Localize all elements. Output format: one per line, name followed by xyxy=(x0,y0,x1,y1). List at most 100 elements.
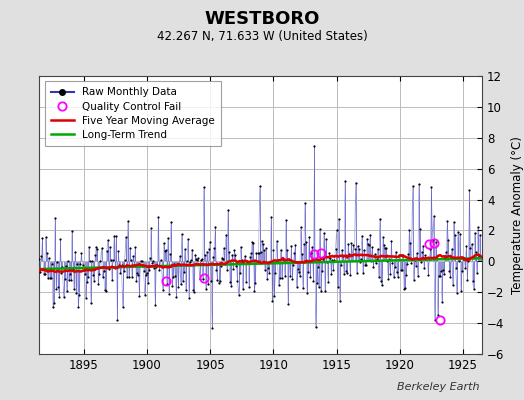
Point xyxy=(476,231,484,238)
Point xyxy=(455,258,463,264)
Point xyxy=(346,272,355,278)
Point xyxy=(282,217,290,223)
Point xyxy=(141,272,150,278)
Point xyxy=(339,253,347,259)
Point xyxy=(206,238,214,245)
Point xyxy=(81,271,89,277)
Point xyxy=(125,274,133,280)
Point xyxy=(402,271,410,278)
Point xyxy=(300,241,308,247)
Point xyxy=(344,241,352,248)
Point xyxy=(391,249,400,255)
Point xyxy=(449,282,457,289)
Point xyxy=(243,258,251,264)
Point xyxy=(210,245,219,252)
Point xyxy=(224,207,232,213)
Point xyxy=(423,254,431,261)
Point xyxy=(365,242,374,248)
Point xyxy=(201,252,209,259)
Point xyxy=(183,258,191,264)
Point xyxy=(236,244,245,250)
Point xyxy=(319,256,327,263)
Point xyxy=(213,277,222,283)
Point xyxy=(359,270,367,276)
Point xyxy=(168,282,176,289)
Point xyxy=(382,245,390,251)
Point xyxy=(386,271,395,277)
Point xyxy=(417,259,425,265)
Point xyxy=(244,260,252,266)
Point xyxy=(463,277,472,283)
Point xyxy=(307,250,315,257)
Point xyxy=(61,263,70,269)
Point xyxy=(379,234,387,240)
Point xyxy=(198,256,206,262)
Point xyxy=(357,256,365,262)
Point xyxy=(177,281,185,287)
Point xyxy=(294,269,303,276)
Point xyxy=(456,231,464,237)
Point xyxy=(419,243,427,249)
Point xyxy=(426,246,434,253)
Point xyxy=(253,250,261,256)
Point xyxy=(327,271,335,277)
Point xyxy=(163,234,172,241)
Point xyxy=(407,260,416,266)
Point xyxy=(110,233,118,240)
Point xyxy=(77,250,85,256)
Point xyxy=(413,273,422,280)
Point xyxy=(147,225,155,232)
Point xyxy=(370,251,379,258)
Point xyxy=(208,324,216,331)
Point xyxy=(270,292,279,299)
Point xyxy=(252,250,260,256)
Point xyxy=(323,259,331,265)
Point xyxy=(62,288,71,295)
Point xyxy=(263,276,271,282)
Point xyxy=(446,274,455,280)
Point xyxy=(134,271,143,278)
Point xyxy=(326,255,334,261)
Point xyxy=(315,226,324,233)
Point xyxy=(251,279,259,286)
Point xyxy=(406,240,414,246)
Point xyxy=(334,216,343,222)
Point xyxy=(148,260,156,266)
Point xyxy=(71,248,79,255)
Point xyxy=(246,254,254,260)
Point xyxy=(174,284,183,290)
Point xyxy=(372,260,380,267)
Point xyxy=(109,257,117,263)
Point xyxy=(433,312,442,318)
Point xyxy=(64,277,73,284)
Point xyxy=(304,269,312,275)
Point xyxy=(124,218,132,224)
Point xyxy=(194,255,203,262)
Point xyxy=(107,257,115,263)
Point xyxy=(63,258,72,264)
Text: 42.267 N, 71.633 W (United States): 42.267 N, 71.633 W (United States) xyxy=(157,30,367,43)
Point xyxy=(373,256,381,262)
Point xyxy=(68,228,76,234)
Point xyxy=(188,246,196,253)
Point xyxy=(106,244,114,250)
Point xyxy=(105,266,113,272)
Point xyxy=(264,265,272,272)
Point xyxy=(259,241,267,248)
Point xyxy=(99,274,107,280)
Point xyxy=(262,245,270,252)
Point xyxy=(457,288,465,294)
Point xyxy=(267,214,276,220)
Point xyxy=(360,247,368,253)
Point xyxy=(187,257,195,263)
Point xyxy=(384,275,392,282)
Point xyxy=(424,272,432,278)
Point xyxy=(69,265,77,272)
Point xyxy=(306,274,314,280)
Point xyxy=(441,253,450,259)
Point xyxy=(466,245,475,251)
Point xyxy=(88,258,96,264)
Point xyxy=(369,264,378,270)
Legend: Raw Monthly Data, Quality Control Fail, Five Year Moving Average, Long-Term Tren: Raw Monthly Data, Quality Control Fail, … xyxy=(45,81,221,146)
Point xyxy=(470,286,478,292)
